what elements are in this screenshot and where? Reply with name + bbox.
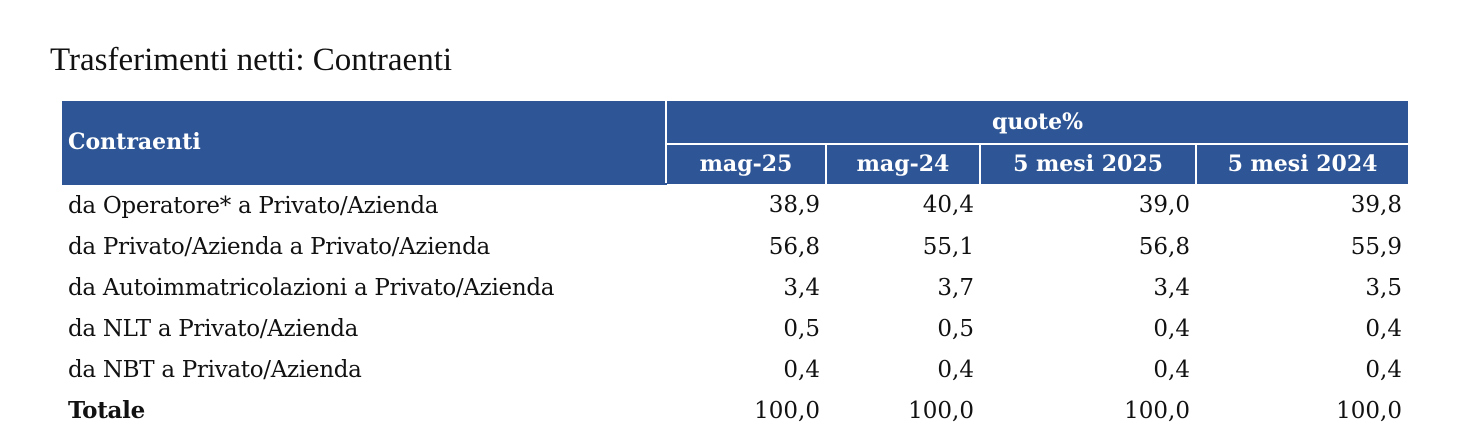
- transfers-table: Contraenti quote% mag-25 mag-24 5 mesi 2…: [62, 101, 1408, 431]
- table-title: Trasferimenti netti: Contraenti: [50, 42, 453, 78]
- table-cell: 0,4: [937, 356, 974, 383]
- table-cell: 0,4: [783, 356, 820, 383]
- table-row: da Operatore* a Privato/Azienda 38,9 40,…: [62, 184, 1408, 226]
- table-row: da Autoimmatricolazioni a Privato/Aziend…: [62, 267, 1408, 308]
- table-cell: 38,9: [768, 192, 820, 218]
- table-cell: 3,4: [783, 274, 820, 301]
- column-header: mag-24: [825, 143, 980, 184]
- row-label: da Privato/Azienda a Privato/Azienda: [68, 233, 490, 260]
- table-cell: 39,8: [1350, 192, 1402, 218]
- table-cell: 0,5: [937, 315, 974, 342]
- total-cell: 100,0: [908, 397, 974, 424]
- table-cell: 0,5: [783, 315, 820, 342]
- table-cell: 55,1: [922, 233, 974, 260]
- table-cell: 40,4: [922, 192, 974, 218]
- column-header: 5 mesi 2024: [1195, 143, 1408, 184]
- table-cell: 3,4: [1153, 274, 1190, 301]
- total-cell: 100,0: [754, 397, 820, 424]
- row-label: da NBT a Privato/Azienda: [68, 356, 362, 383]
- row-label: da Autoimmatricolazioni a Privato/Aziend…: [68, 274, 555, 301]
- column-header: mag-25: [665, 143, 826, 184]
- row-label: da NLT a Privato/Azienda: [68, 315, 359, 342]
- total-row: Totale 100,0 100,0 100,0 100,0: [62, 390, 1408, 431]
- table-cell: 3,7: [937, 274, 974, 301]
- total-cell: 100,0: [1336, 397, 1402, 424]
- group-header-quote: quote%: [665, 101, 1408, 145]
- table-row: da NLT a Privato/Azienda 0,5 0,5 0,4 0,4: [62, 308, 1408, 349]
- corner-header: Contraenti: [62, 101, 666, 185]
- total-cell: 100,0: [1124, 397, 1190, 424]
- row-label: da Operatore* a Privato/Azienda: [68, 192, 439, 219]
- table-cell: 39,0: [1138, 192, 1190, 218]
- table-row: da Privato/Azienda a Privato/Azienda 56,…: [62, 226, 1408, 267]
- column-header: 5 mesi 2025: [979, 143, 1196, 184]
- table-cell: 0,4: [1365, 315, 1402, 342]
- table-cell: 56,8: [768, 233, 820, 260]
- table-cell: 3,5: [1365, 274, 1402, 301]
- table-cell: 55,9: [1350, 233, 1402, 260]
- table-cell: 56,8: [1138, 233, 1190, 260]
- table-cell: 0,4: [1365, 356, 1402, 383]
- table-cell: 0,4: [1153, 315, 1190, 342]
- total-label: Totale: [68, 397, 145, 424]
- table-row: da NBT a Privato/Azienda 0,4 0,4 0,4 0,4: [62, 349, 1408, 390]
- table-cell: 0,4: [1153, 356, 1190, 383]
